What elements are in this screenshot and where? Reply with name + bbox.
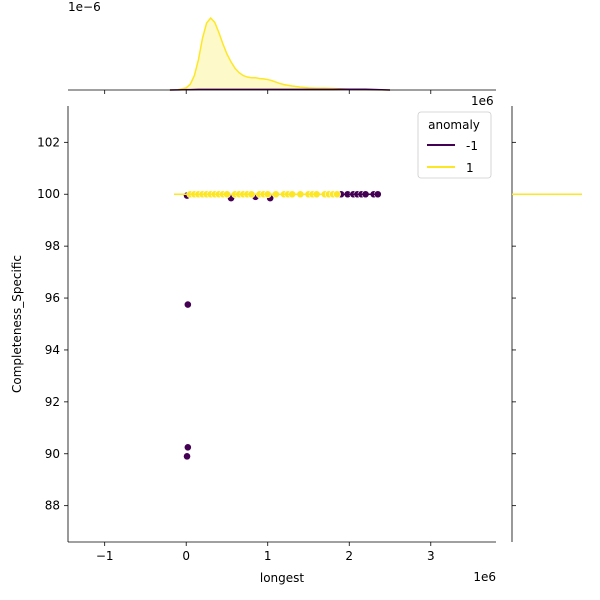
main-axes: −1 0 1 2 3 88 90 92 94 96 98 100 102 longest Comple… [10,106,496,585]
y-tick-label: 102 [37,135,60,149]
x-tick-label: 0 [182,549,190,563]
top-marginal-density-scale: 1e−6 [68,0,101,14]
y-tick-label: 100 [37,187,60,201]
scatter-points-layer [183,190,382,461]
right-marginal: 1e6 [471,94,582,542]
legend-title: anomaly [428,118,480,132]
top-marginal: 1e−6 [68,0,496,94]
scatter-point-anomaly-neg1 [183,300,192,309]
legend-label-anomaly-neg1: -1 [466,139,478,153]
top-marginal-ticks [104,90,432,94]
x-tick-label: 3 [427,549,435,563]
scatter-point-anomaly-neg1 [183,443,192,452]
y-tick-label: 94 [45,343,60,357]
y-axis-label: Completeness_Specific [10,255,24,393]
scatter-point-anomaly-1 [333,190,341,199]
x-tick-label: −1 [96,549,114,563]
x-axis-scale-label: 1e6 [473,570,496,584]
top-kde-fill-anomaly-1 [169,18,391,90]
top-kde-line-anomaly-neg1 [169,88,391,91]
y-tick-label: 96 [45,291,60,305]
legend-label-anomaly-1: 1 [466,161,474,175]
y-tick-label: 98 [45,239,60,253]
x-tick-label: 1 [264,549,272,563]
right-marginal-ticks [512,141,516,507]
scatter-point-anomaly-neg1 [183,452,191,461]
y-tick-label: 92 [45,395,60,409]
x-axis-label: longest [260,571,305,585]
x-tick-label: 2 [345,549,353,563]
y-tick-label: 88 [45,499,60,513]
y-tick-label: 90 [45,447,60,461]
right-marginal-scale-label: 1e6 [471,94,494,108]
y-axis-ticks: 88 90 92 94 96 98 100 102 [37,135,68,513]
top-marginal-kde-layer [169,16,391,91]
x-axis-ticks: −1 0 1 2 3 [96,542,435,563]
legend: anomaly -1 1 [417,111,492,179]
